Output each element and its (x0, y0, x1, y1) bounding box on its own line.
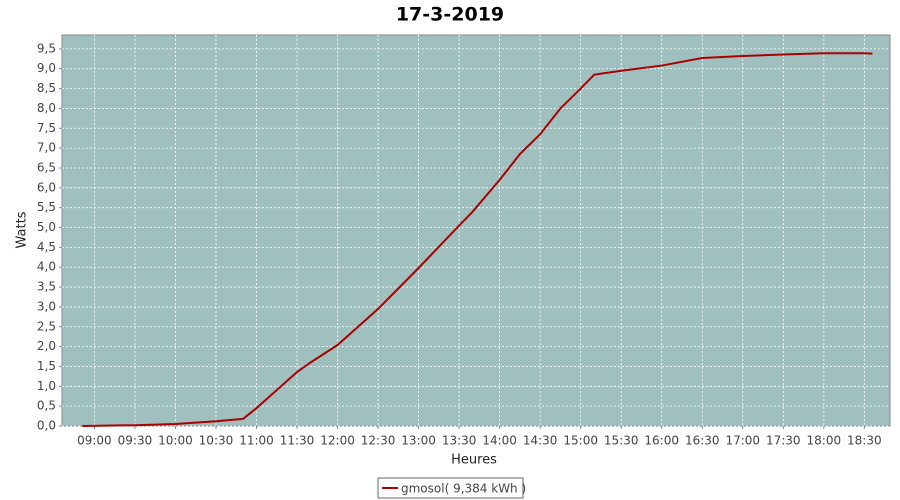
y-tick-label: 6,5 (37, 160, 56, 174)
x-tick-label: 12:00 (320, 434, 355, 448)
y-tick-label: 7,0 (37, 141, 56, 155)
y-tick-label: 1,5 (37, 359, 56, 373)
x-tick-label: 11:30 (280, 434, 315, 448)
y-tick-label: 0,0 (37, 419, 56, 433)
x-tick-label: 10:30 (199, 434, 234, 448)
x-tick-label: 15:30 (604, 434, 639, 448)
x-tick-label: 18:30 (847, 434, 882, 448)
x-tick-label: 14:30 (523, 434, 558, 448)
x-tick-label: 09:30 (118, 434, 153, 448)
y-tick-label: 0,5 (37, 399, 56, 413)
y-tick-label: 5,0 (37, 220, 56, 234)
y-tick-label: 1,0 (37, 379, 56, 393)
x-tick-label: 10:00 (158, 434, 193, 448)
plot-area (61, 34, 891, 427)
x-tick-label: 17:30 (766, 434, 801, 448)
legend-box (377, 477, 524, 499)
y-tick-label: 2,0 (37, 339, 56, 353)
x-tick-label: 09:00 (77, 434, 112, 448)
y-tick-label: 3,0 (37, 299, 56, 313)
y-tick-label: 9,0 (37, 61, 56, 75)
x-tick-label: 13:30 (442, 434, 477, 448)
chart-title: 17-3-2019 (396, 4, 504, 26)
x-axis-label: Heures (451, 453, 497, 468)
y-tick-label: 9,5 (37, 41, 56, 55)
y-tick-label: 7,5 (37, 121, 56, 135)
x-tick-label: 15:00 (563, 434, 598, 448)
y-tick-label: 6,0 (37, 180, 56, 194)
y-tick-label: 3,5 (37, 280, 56, 294)
y-tick-label: 8,5 (37, 81, 56, 95)
x-tick-label: 16:00 (644, 434, 679, 448)
x-tick-label: 11:00 (239, 434, 274, 448)
x-tick-label: 13:00 (401, 434, 436, 448)
x-tick-label: 18:00 (807, 434, 842, 448)
y-axis-label: Watts (15, 211, 30, 248)
y-tick-label: 4,0 (37, 260, 56, 274)
x-tick-label: 16:30 (685, 434, 720, 448)
y-tick-label: 2,5 (37, 319, 56, 333)
y-tick-label: 5,5 (37, 200, 56, 214)
x-tick-label: 12:30 (361, 434, 396, 448)
x-tick-label: 17:00 (725, 434, 760, 448)
legend-label: gmosol( 9,384 kWh ) (401, 482, 526, 496)
y-tick-label: 4,5 (37, 240, 56, 254)
x-tick-label: 14:00 (482, 434, 517, 448)
series-line (82, 52, 873, 427)
y-tick-label: 8,0 (37, 101, 56, 115)
